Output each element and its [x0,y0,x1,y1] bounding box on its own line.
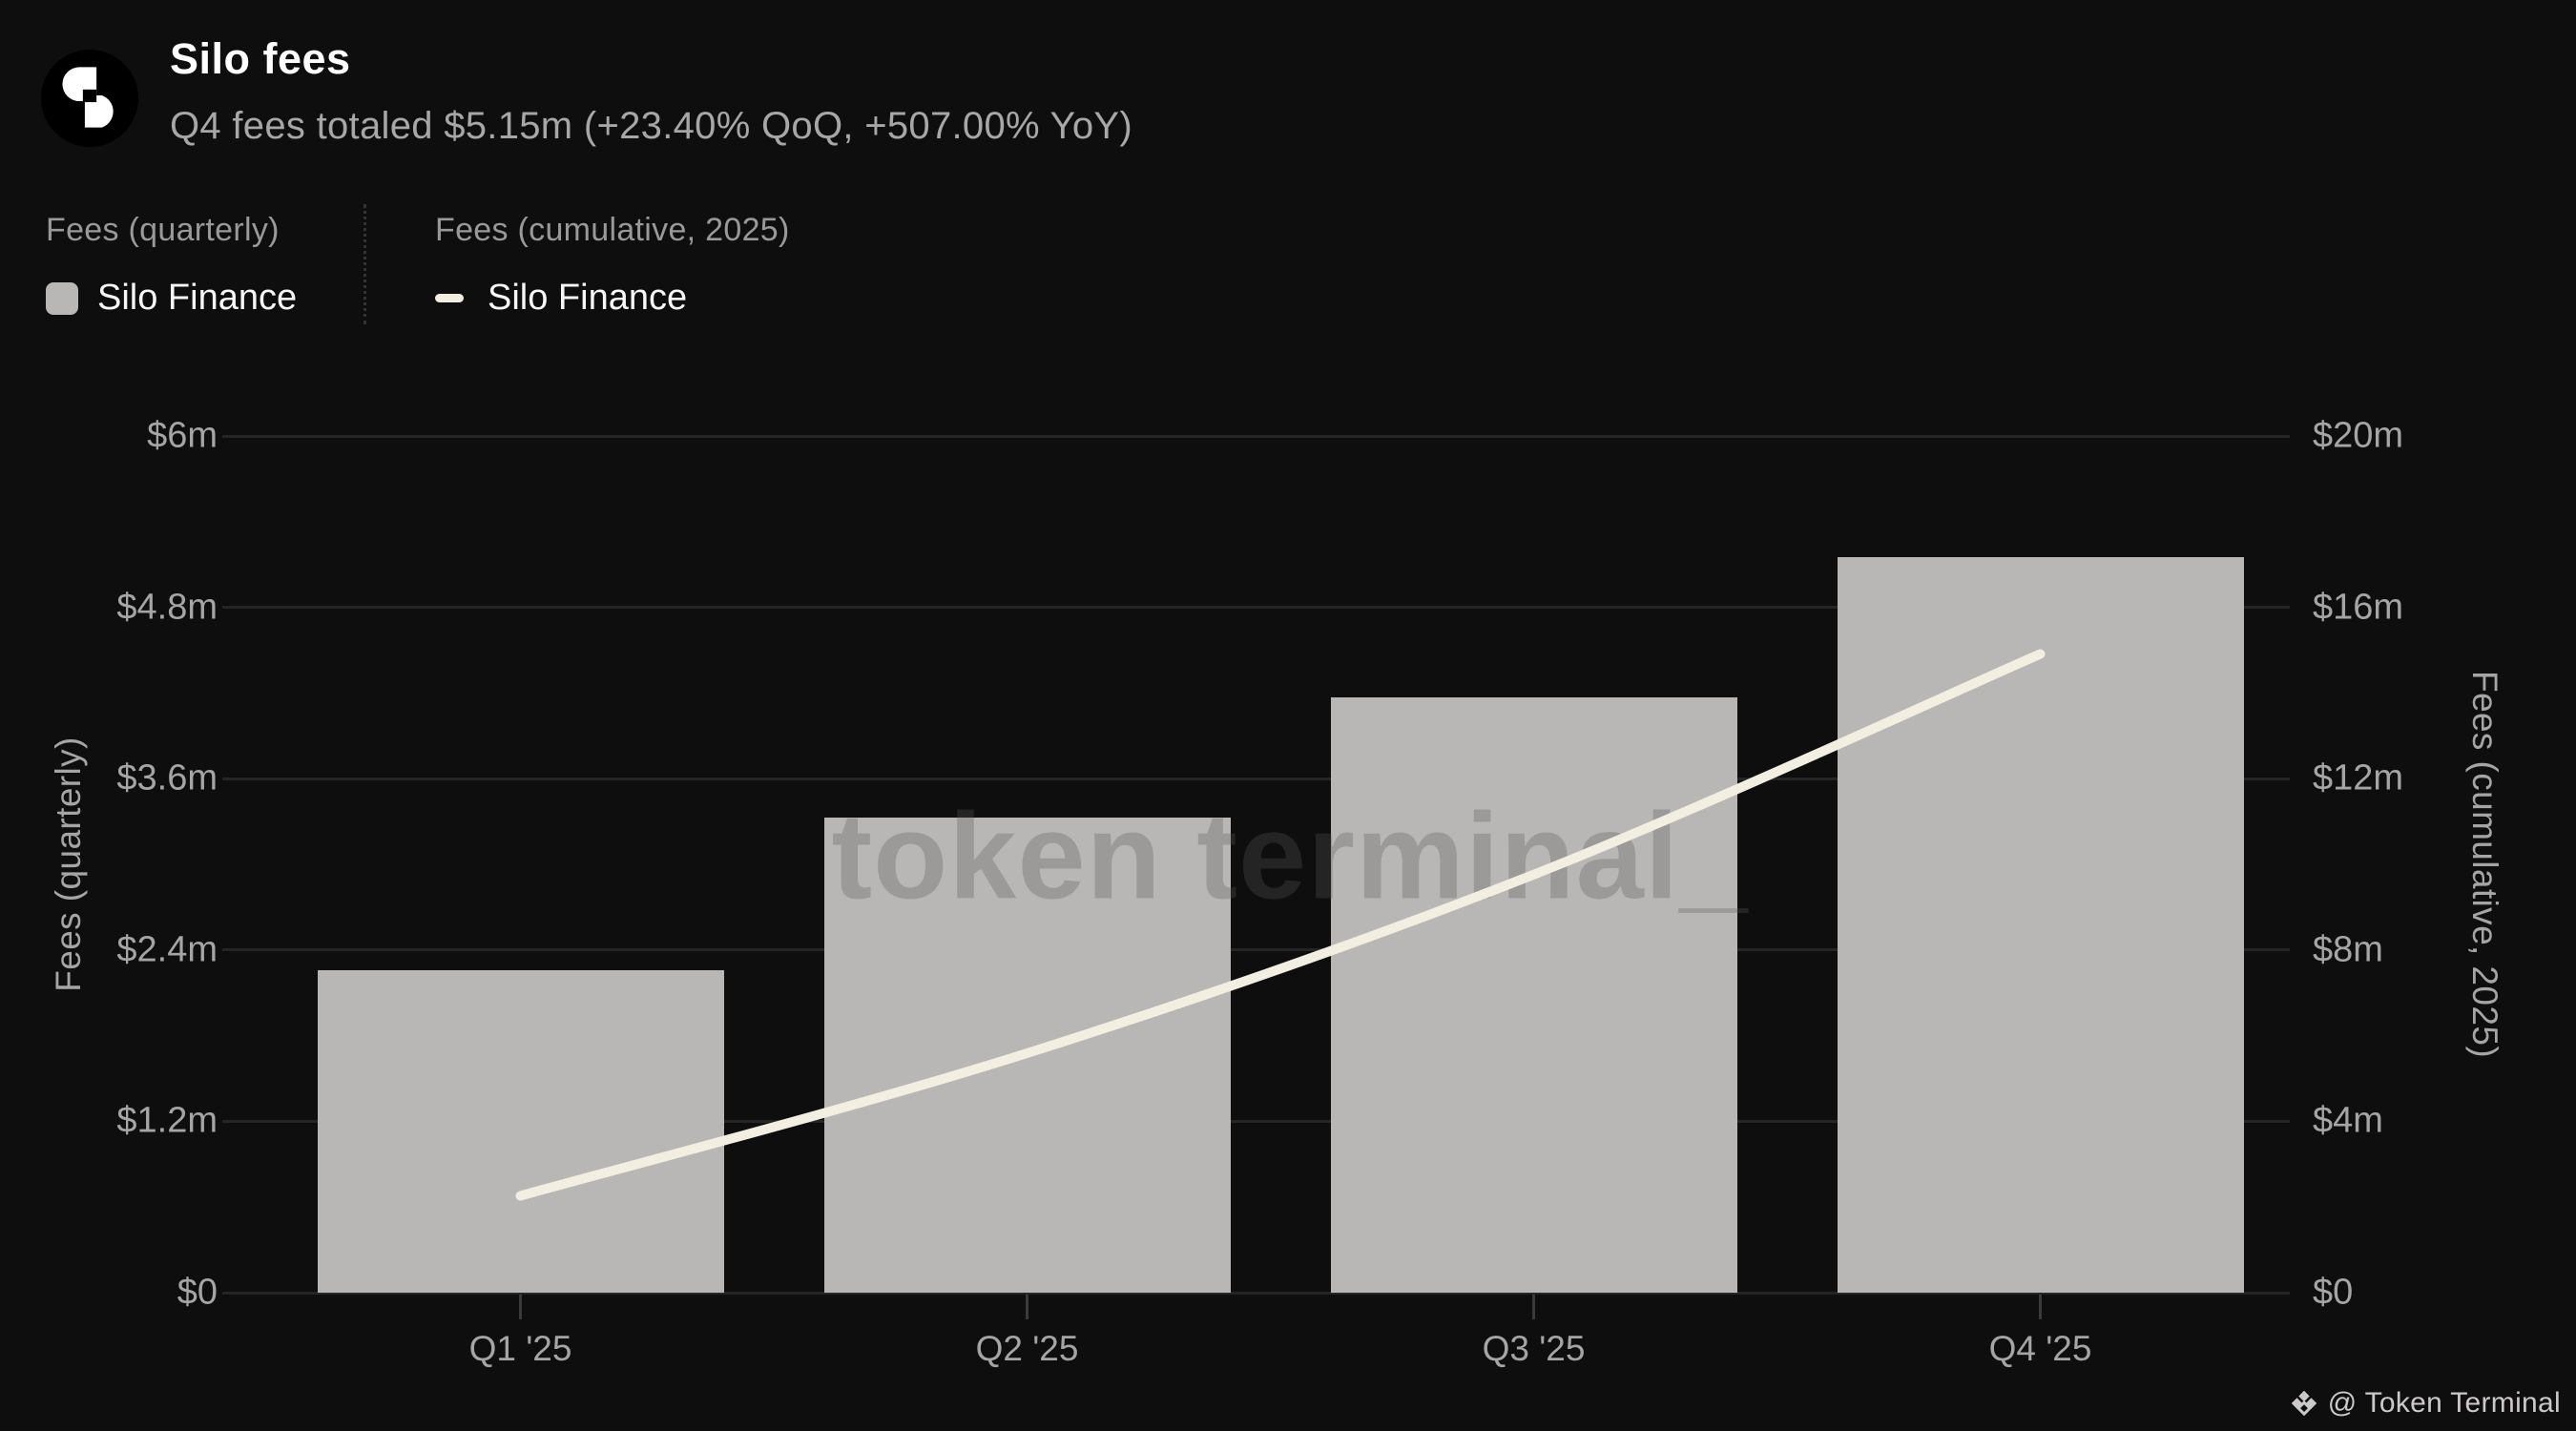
right-axis-tick-label: $8m [2313,929,2383,970]
left-axis-tick-label: $3.6m [116,757,218,798]
legend-label: Silo Finance [488,278,688,318]
token-terminal-credit: @ Token Terminal [2290,1387,2561,1420]
x-axis-label: Q2 '25 [975,1329,1079,1368]
legend-divider [364,204,366,324]
right-axis-tick-label: $16m [2313,587,2404,628]
legend-title-cumulative: Fees (cumulative, 2025) [435,212,790,248]
x-axis-tick [1026,1295,1028,1319]
right-axis-tick-label: $12m [2313,757,2404,798]
token-terminal-watermark: token terminal_ [831,788,1749,925]
left-axis-tick-label: $4.8m [116,587,218,628]
right-axis-tick-label: $20m [2313,415,2404,456]
x-axis-label: Q1 '25 [468,1329,572,1368]
legend-title-quarterly: Fees (quarterly) [46,212,280,248]
x-axis-tick [519,1295,522,1319]
gridline [222,1291,2290,1295]
line-swatch-icon [435,294,464,302]
left-axis-tick-label: $0 [177,1272,218,1313]
x-axis-tick [1532,1295,1535,1319]
legend-item-cumulative-silo-finance[interactable]: Silo Finance [435,278,790,319]
x-axis-label: Q3 '25 [1482,1329,1586,1368]
page-title: Silo fees [170,34,351,83]
right-axis-title: Fees (cumulative, 2025) [2465,670,2504,1059]
silo-finance-logo [41,50,138,147]
left-axis-title: Fees (quarterly) [49,736,88,992]
left-axis-tick-label: $1.2m [116,1100,218,1141]
legend-group-cumulative: Fees (cumulative, 2025) Silo Finance [435,212,790,319]
bar-q4-25[interactable] [1837,557,2244,1293]
gridline [222,606,2290,610]
x-axis-tick [2039,1295,2042,1319]
legend-item-quarterly-silo-finance[interactable]: Silo Finance [46,278,297,319]
page-subtitle: Q4 fees totaled $5.15m (+23.40% QoQ, +50… [170,105,1133,147]
credit-text: @ Token Terminal [2327,1387,2561,1419]
token-terminal-logo-icon [2291,1390,2316,1417]
right-axis-tick-label: $0 [2313,1272,2354,1313]
bar-swatch-icon [46,281,78,315]
right-axis-tick-label: $4m [2313,1100,2383,1141]
x-axis-label: Q4 '25 [1988,1329,2092,1368]
bar-q1-25[interactable] [317,969,724,1293]
legend-label: Silo Finance [97,278,298,318]
left-axis-tick-label: $6m [147,415,218,456]
gridline [222,434,2290,438]
left-axis-tick-label: $2.4m [116,929,218,970]
legend-group-quarterly: Fees (quarterly) Silo Finance [46,212,297,319]
